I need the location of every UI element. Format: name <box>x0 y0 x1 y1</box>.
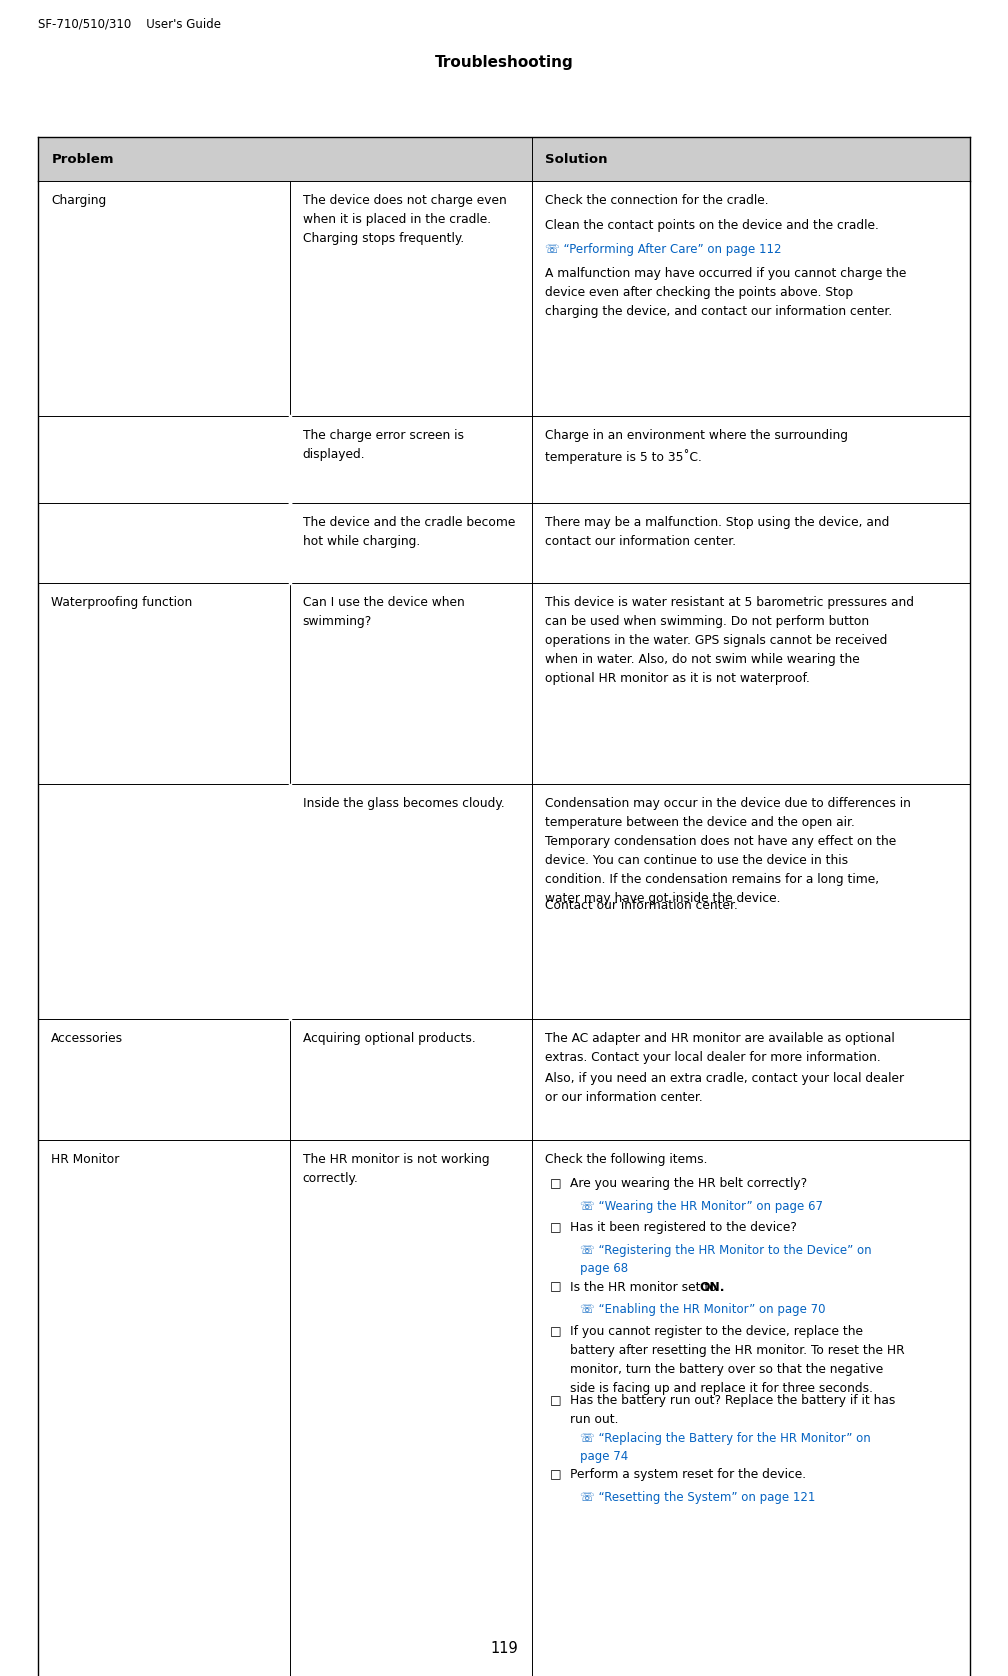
Text: A malfunction may have occurred if you cannot charge the
device even after check: A malfunction may have occurred if you c… <box>545 266 906 318</box>
Text: The device does not charge even
when it is placed in the cradle.
Charging stops : The device does not charge even when it … <box>302 194 507 245</box>
Text: Acquiring optional products.: Acquiring optional products. <box>302 1032 476 1046</box>
Text: Check the connection for the cradle.: Check the connection for the cradle. <box>545 194 768 208</box>
Text: The AC adapter and HR monitor are available as optional
extras. Contact your loc: The AC adapter and HR monitor are availa… <box>545 1032 895 1064</box>
Text: HR Monitor: HR Monitor <box>51 1153 120 1166</box>
Text: ☏ “Enabling the HR Monitor” on page 70: ☏ “Enabling the HR Monitor” on page 70 <box>580 1302 826 1316</box>
Text: Condensation may occur in the device due to differences in
temperature between t: Condensation may occur in the device due… <box>545 798 911 905</box>
Text: Waterproofing function: Waterproofing function <box>51 597 193 610</box>
Text: □: □ <box>550 1394 561 1406</box>
Text: Has the battery run out? Replace the battery if it has
run out.: Has the battery run out? Replace the bat… <box>570 1394 895 1426</box>
Text: ☏ “Wearing the HR Monitor” on page 67: ☏ “Wearing the HR Monitor” on page 67 <box>580 1200 823 1213</box>
Text: Check the following items.: Check the following items. <box>545 1153 708 1166</box>
Text: The charge error screen is
displayed.: The charge error screen is displayed. <box>302 429 464 461</box>
Text: Perform a system reset for the device.: Perform a system reset for the device. <box>570 1468 806 1482</box>
Text: The HR monitor is not working
correctly.: The HR monitor is not working correctly. <box>302 1153 490 1185</box>
Text: Problem: Problem <box>51 153 114 166</box>
Text: Accessories: Accessories <box>51 1032 123 1046</box>
Text: Solution: Solution <box>545 153 608 166</box>
Text: ON.: ON. <box>700 1280 725 1294</box>
Text: Has it been registered to the device?: Has it been registered to the device? <box>570 1222 796 1235</box>
Text: This device is water resistant at 5 barometric pressures and
can be used when sw: This device is water resistant at 5 baro… <box>545 597 914 685</box>
Text: The device and the cradle become
hot while charging.: The device and the cradle become hot whi… <box>302 516 515 548</box>
Text: Contact our information center.: Contact our information center. <box>545 900 738 912</box>
Text: □: □ <box>550 1326 561 1337</box>
Text: □: □ <box>550 1177 561 1190</box>
Text: ☏ “Replacing the Battery for the HR Monitor” on
page 74: ☏ “Replacing the Battery for the HR Moni… <box>580 1431 871 1463</box>
Text: Can I use the device when
swimming?: Can I use the device when swimming? <box>302 597 465 628</box>
Text: ☏ “Registering the HR Monitor to the Device” on
page 68: ☏ “Registering the HR Monitor to the Dev… <box>580 1244 872 1275</box>
Text: □: □ <box>550 1280 561 1294</box>
Text: Charge in an environment where the surrounding
temperature is 5 to 35˚C.: Charge in an environment where the surro… <box>545 429 848 464</box>
Bar <box>38 137 970 181</box>
Text: There may be a malfunction. Stop using the device, and
contact our information c: There may be a malfunction. Stop using t… <box>545 516 889 548</box>
Text: Is the HR monitor set to: Is the HR monitor set to <box>570 1280 721 1294</box>
Text: □: □ <box>550 1468 561 1482</box>
Text: 119: 119 <box>490 1641 518 1656</box>
Text: Are you wearing the HR belt correctly?: Are you wearing the HR belt correctly? <box>570 1177 807 1190</box>
Text: Also, if you need an extra cradle, contact your local dealer
or our information : Also, if you need an extra cradle, conta… <box>545 1073 904 1104</box>
Text: Troubleshooting: Troubleshooting <box>434 55 574 70</box>
Text: SF-710/510/310    User's Guide: SF-710/510/310 User's Guide <box>38 18 222 30</box>
Text: ☏ “Performing After Care” on page 112: ☏ “Performing After Care” on page 112 <box>545 243 781 256</box>
Text: If you cannot register to the device, replace the
battery after resetting the HR: If you cannot register to the device, re… <box>570 1326 904 1394</box>
Text: □: □ <box>550 1222 561 1235</box>
Text: Charging: Charging <box>51 194 107 208</box>
Text: Clean the contact points on the device and the cradle.: Clean the contact points on the device a… <box>545 218 879 231</box>
Text: Inside the glass becomes cloudy.: Inside the glass becomes cloudy. <box>302 798 505 811</box>
Text: ☏ “Resetting the System” on page 121: ☏ “Resetting the System” on page 121 <box>580 1492 815 1503</box>
